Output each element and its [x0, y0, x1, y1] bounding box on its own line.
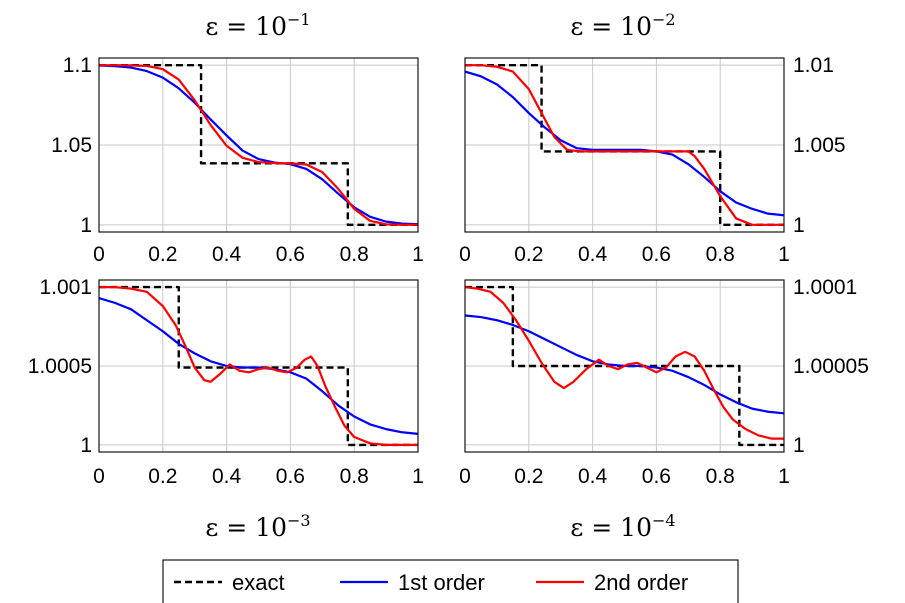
y-tick-label: 1.005 — [793, 134, 846, 157]
x-tick-label: 0.4 — [578, 465, 608, 488]
plot-frame — [98, 57, 419, 233]
x-tick-label: 0.6 — [642, 243, 671, 266]
chart-panel-4: 0 0.2 0.4 0.6 0.8 11 1.00005 1.0001 ε = 10−4 — [459, 276, 869, 542]
chart-panel-3: 0 0.2 0.4 0.6 0.8 1 1 1.0005 1.001 ε = 10−3 — [28, 276, 424, 542]
x-tick-label: 0.6 — [276, 243, 305, 266]
y-tick-label: 1.0005 — [28, 355, 92, 378]
x-tick-label: 0.8 — [340, 465, 369, 488]
x-tick-label: 0.2 — [148, 465, 177, 488]
y-tick-label: 1 — [793, 214, 805, 237]
y-tick-label: 1 — [793, 434, 805, 457]
legend-label-exact: exact — [232, 570, 285, 595]
series-line-2nd-order — [99, 286, 418, 446]
panel-title: ε = 10−2 — [570, 10, 675, 41]
y-tick-label: 1 — [80, 434, 92, 457]
plot-frame — [464, 57, 785, 233]
x-tick-label: 0.8 — [706, 243, 735, 266]
plot-frame — [464, 279, 785, 453]
x-tick-label: 0.2 — [148, 243, 177, 266]
series-line-1st-order — [99, 297, 418, 435]
x-tick-label: 0.4 — [212, 243, 242, 266]
series-line-1st-order — [465, 70, 784, 217]
x-tick-label: 1 — [412, 465, 424, 488]
x-tick-label: 0 — [459, 243, 471, 266]
x-tick-label: 0.6 — [642, 465, 671, 488]
y-tick-label: 1.05 — [51, 134, 92, 157]
x-tick-label: 0.6 — [276, 465, 305, 488]
y-tick-label: 1.0001 — [793, 276, 857, 299]
x-tick-label: 1 — [778, 465, 790, 488]
legend: exact 1st order 2nd order — [162, 559, 739, 603]
x-tick-label: 0 — [459, 465, 471, 488]
panel-title: ε = 10−3 — [205, 511, 310, 542]
series-line-2nd-order — [465, 64, 784, 226]
x-tick-label: 0.8 — [340, 243, 369, 266]
legend-label-2nd-order: 2nd order — [594, 570, 688, 595]
panel-title: ε = 10−4 — [570, 511, 675, 542]
x-tick-label: 0 — [93, 243, 105, 266]
series-line-exact — [465, 285, 784, 447]
y-tick-label: 1 — [80, 214, 92, 237]
series-line-1st-order — [99, 64, 418, 226]
series-line-2nd-order — [465, 286, 784, 440]
series-line-exact — [99, 63, 418, 227]
x-tick-label: 0.2 — [514, 465, 543, 488]
x-tick-label: 0.4 — [578, 243, 608, 266]
y-tick-label: 1.00005 — [793, 355, 869, 378]
panel-title: ε = 10−1 — [205, 10, 310, 41]
x-tick-label: 0.8 — [706, 465, 735, 488]
x-tick-label: 0.2 — [514, 243, 543, 266]
x-tick-label: 0.4 — [212, 465, 242, 488]
chart-panel-2: 0 0.2 0.4 0.6 0.8 11 1.005 1.01 ε = 10−2 — [459, 10, 845, 266]
y-tick-label: 1.1 — [63, 54, 92, 77]
chart-panel-1: 0 0.2 0.4 0.6 0.8 1 1 1.05 1.1 ε = 10−1 — [51, 10, 424, 266]
plot-frame — [98, 279, 419, 453]
x-tick-label: 0 — [93, 465, 105, 488]
y-tick-label: 1.001 — [39, 276, 92, 299]
legend-box — [162, 559, 739, 603]
legend-label-1st-order: 1st order — [398, 570, 485, 595]
y-tick-label: 1.01 — [793, 54, 834, 77]
x-tick-label: 1 — [412, 243, 424, 266]
x-tick-label: 1 — [778, 243, 790, 266]
series-line-2nd-order — [99, 64, 418, 226]
